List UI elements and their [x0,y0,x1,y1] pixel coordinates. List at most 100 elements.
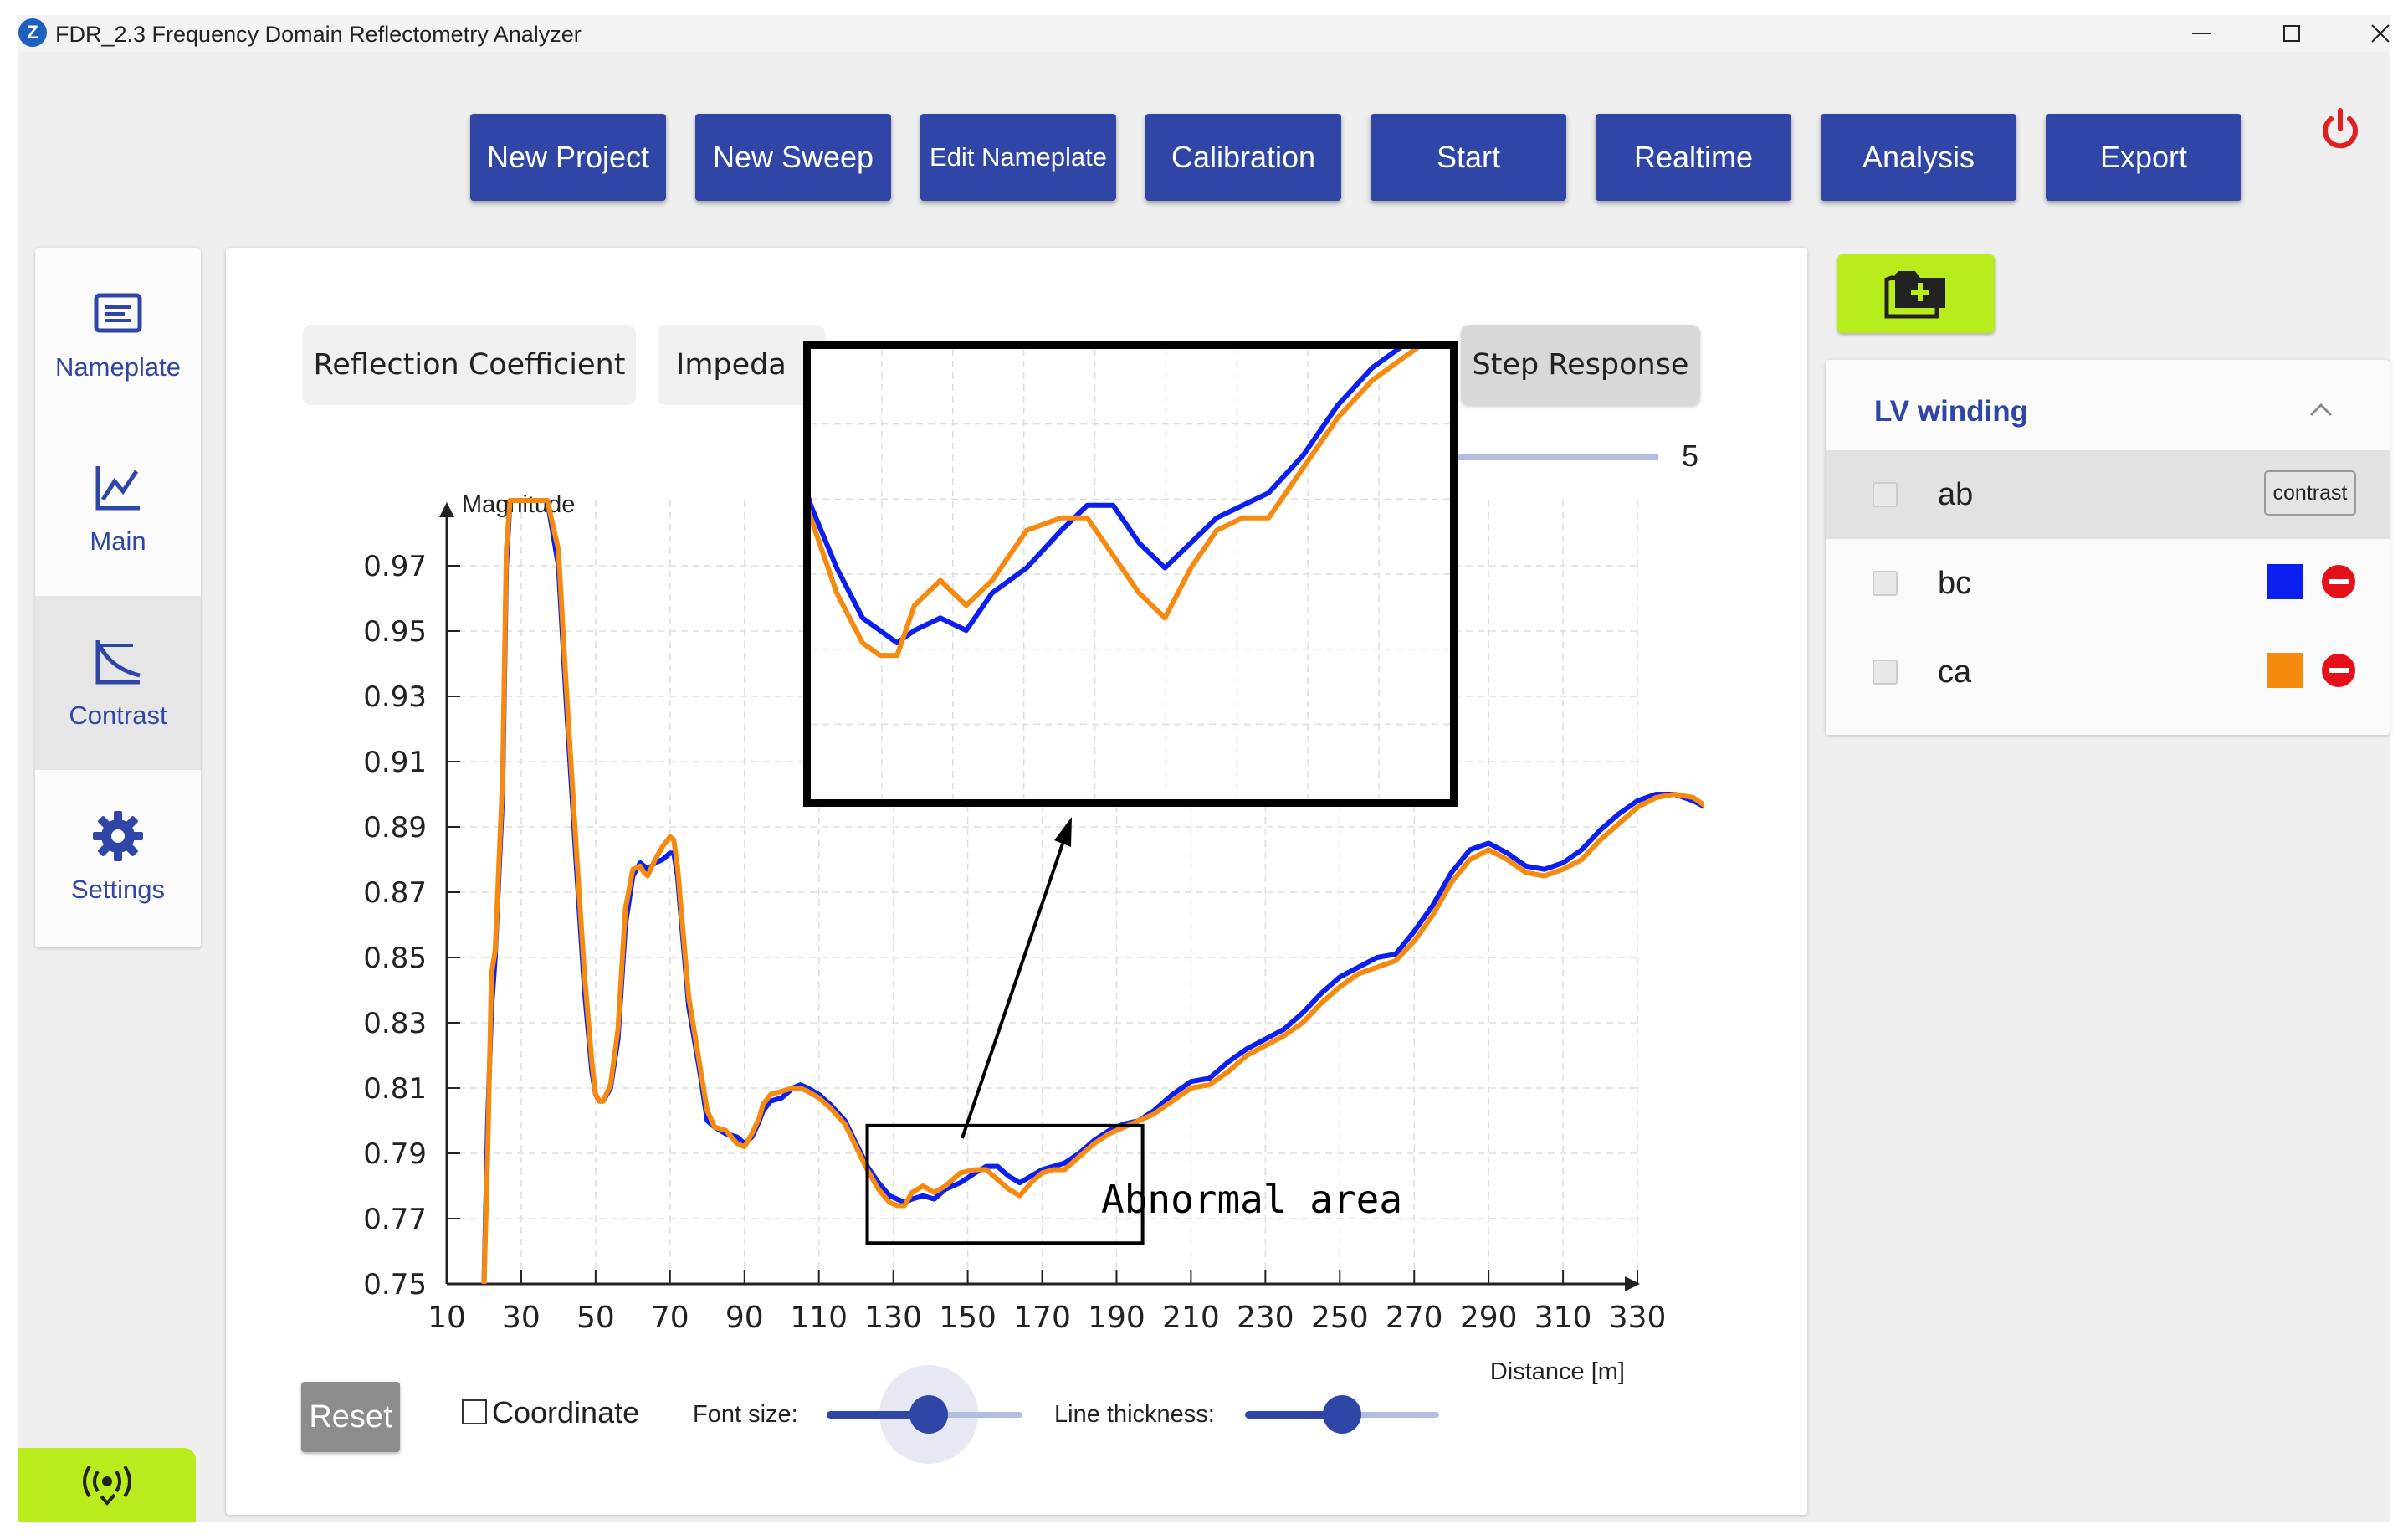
tab-step-response[interactable]: Step Response [1461,325,1700,405]
abnormal-area-box [865,1123,1145,1245]
item-name-ab: ab [1938,477,1974,512]
side-navigation: Nameplate Main Contrast [35,248,201,947]
connection-status[interactable] [18,1448,196,1522]
abnormal-area-label: Abnormal area [1101,1177,1402,1222]
color-swatch-ca[interactable] [2267,653,2303,688]
coordinate-checkbox[interactable] [462,1399,487,1424]
chevron-up-icon[interactable] [2304,393,2338,427]
realtime-button[interactable]: Realtime [1596,114,1791,201]
font-size-slider-fill [827,1411,929,1419]
remove-icon[interactable] [2321,564,2356,599]
item-checkbox-bc[interactable] [1873,571,1898,596]
item-name-ca: ca [1938,654,1972,690]
title-bar: Z FDR_2.3 Frequency Domain Reflectometry… [18,15,2390,52]
x-axis-arrow [1625,1276,1640,1291]
window-title: FDR_2.3 Frequency Domain Reflectometry A… [55,22,582,47]
top-slider-value: 5 [1682,439,1699,473]
new-sweep-button[interactable]: New Sweep [695,114,891,201]
font-size-slider-handle[interactable] [909,1395,948,1434]
y-tick-label: 0.93 [363,680,427,714]
x-tick-label: 90 [725,1301,764,1335]
nav-item-settings[interactable]: Settings [35,770,201,944]
reset-button[interactable]: Reset [301,1382,400,1452]
y-tick-label: 0.77 [363,1203,427,1236]
inset-series-line-ca [811,349,1420,659]
coordinate-label: Coordinate [492,1395,640,1430]
inset-series-line-bc [811,349,1403,646]
zoom-inset [803,341,1458,807]
x-tick-label: 270 [1386,1301,1443,1335]
x-tick-label: 110 [790,1301,848,1335]
y-tick-label: 0.83 [363,1007,427,1040]
nav-item-main[interactable]: Main [35,422,201,596]
nav-label-main: Main [90,526,146,556]
minimize-icon[interactable] [2164,15,2239,52]
app-logo: Z [18,18,47,47]
power-icon[interactable] [2315,105,2365,156]
x-tick-label: 70 [651,1301,689,1335]
zoom-arrow-head [1054,817,1072,847]
y-tick-label: 0.75 [363,1268,427,1301]
y-tick-label: 0.81 [363,1072,427,1106]
top-slider[interactable] [1456,454,1658,460]
y-tick-label: 0.97 [363,550,427,583]
nav-item-nameplate[interactable]: Nameplate [35,248,201,422]
zoom-arrow-line [961,843,1064,1139]
list-item-ab[interactable]: ab contrast [1826,450,2390,539]
wireless-signal-icon [83,1465,131,1507]
line-thickness-slider-track [1342,1412,1439,1418]
x-tick-label: 170 [1013,1301,1071,1335]
list-item-bc[interactable]: bc [1826,539,2390,628]
x-tick-label: 10 [428,1301,466,1335]
y-tick-label: 0.79 [363,1137,427,1171]
x-tick-label: 230 [1237,1301,1294,1335]
x-tick-label: 190 [1088,1301,1145,1335]
add-folder-button[interactable] [1837,254,1995,333]
line-thickness-label: Line thickness: [1054,1401,1215,1428]
x-tick-label: 150 [939,1301,997,1335]
x-tick-label: 30 [502,1301,541,1335]
item-checkbox-ca[interactable] [1873,660,1898,685]
x-tick-label: 250 [1311,1301,1369,1335]
y-tick-label: 0.85 [363,942,427,975]
tab-reflection-coefficient[interactable]: Reflection Coefficient [303,325,636,405]
plot-panel: Reflection Coefficient Impeda Step Respo… [226,248,1807,1515]
font-size-label: Font size: [693,1401,798,1428]
winding-group-panel: LV winding ab contrast bc ca [1826,360,2390,735]
nav-label-nameplate: Nameplate [55,352,181,382]
calibration-button[interactable]: Calibration [1145,114,1341,201]
group-title: LV winding [1874,395,2029,428]
line-thickness-slider-handle[interactable] [1323,1395,1361,1434]
nameplate-icon [94,293,142,333]
nav-item-contrast[interactable]: Contrast [35,596,201,770]
y-axis-arrow [439,502,454,517]
item-checkbox-ab[interactable] [1873,482,1898,507]
y-tick-label: 0.87 [363,876,427,910]
y-tick-label: 0.89 [363,811,427,844]
font-size-slider-track [928,1412,1022,1418]
edit-nameplate-button[interactable]: Edit Nameplate [920,114,1116,201]
nav-label-contrast: Contrast [69,701,167,730]
y-axis-label: Magnitude [462,491,575,518]
line-thickness-slider-fill [1245,1411,1342,1419]
color-swatch-bc[interactable] [2267,564,2303,599]
tab-impedance[interactable]: Impeda [658,325,825,405]
app-window: Z FDR_2.3 Frequency Domain Reflectometry… [18,15,2390,1522]
contrast-button[interactable]: contrast [2264,470,2356,516]
export-button[interactable]: Export [2046,114,2241,201]
remove-icon[interactable] [2321,653,2356,688]
list-item-ca[interactable]: ca [1826,628,2390,716]
x-tick-label: 130 [864,1301,922,1335]
new-project-button[interactable]: New Project [470,114,666,201]
x-tick-label: 310 [1534,1301,1592,1335]
zoom-inset-plot [811,349,1450,799]
y-tick-label: 0.95 [363,615,427,649]
x-tick-label: 50 [576,1301,615,1335]
analysis-button[interactable]: Analysis [1821,114,2016,201]
maximize-icon[interactable] [2254,15,2329,52]
close-icon[interactable] [2343,15,2408,52]
start-button[interactable]: Start [1371,114,1566,201]
gear-icon [93,811,143,861]
folder-add-icon [1884,271,1945,319]
line-chart-icon [95,466,140,511]
